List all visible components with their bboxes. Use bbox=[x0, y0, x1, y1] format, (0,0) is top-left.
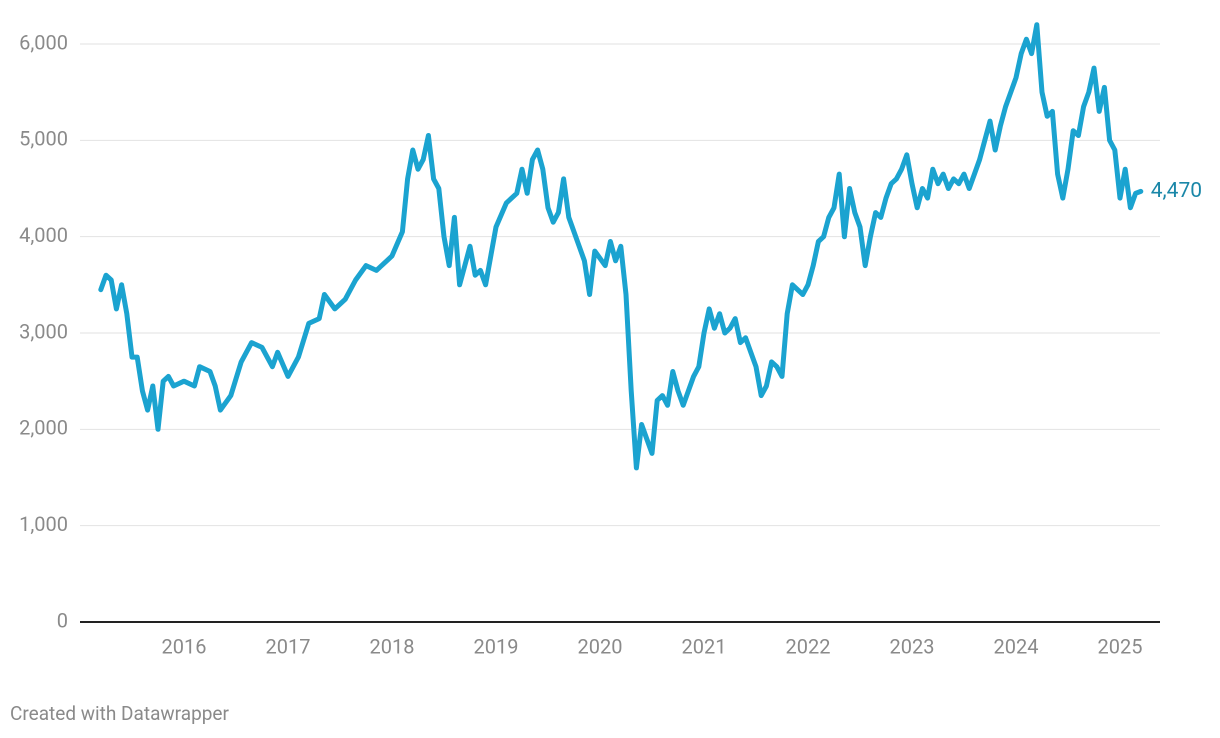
x-tick-label: 2020 bbox=[577, 634, 622, 658]
x-tick-label: 2019 bbox=[474, 634, 519, 658]
y-tick-label: 1,000 bbox=[19, 512, 68, 536]
y-tick-label: 3,000 bbox=[19, 319, 68, 343]
y-tick-label: 2,000 bbox=[19, 416, 68, 440]
y-tick-label: 4,000 bbox=[19, 223, 68, 247]
x-tick-label: 2022 bbox=[785, 634, 830, 658]
credit: Created with Datawrapper bbox=[10, 702, 229, 725]
y-tick-label: 0 bbox=[57, 608, 68, 632]
x-tick-label: 2024 bbox=[993, 634, 1038, 658]
x-tick-label: 2017 bbox=[266, 634, 311, 658]
x-tick-label: 2021 bbox=[681, 634, 726, 658]
end-label: 4,470 bbox=[1151, 179, 1202, 203]
y-tick-label: 5,000 bbox=[19, 127, 68, 151]
x-tick-label: 2016 bbox=[162, 634, 207, 658]
line bbox=[98, 22, 1144, 471]
x-tick-label: 2018 bbox=[370, 634, 415, 658]
y-tick-label: 6,000 bbox=[19, 30, 68, 54]
x-tick-label: 2023 bbox=[889, 634, 934, 658]
x-tick-label: 2025 bbox=[1097, 634, 1142, 658]
